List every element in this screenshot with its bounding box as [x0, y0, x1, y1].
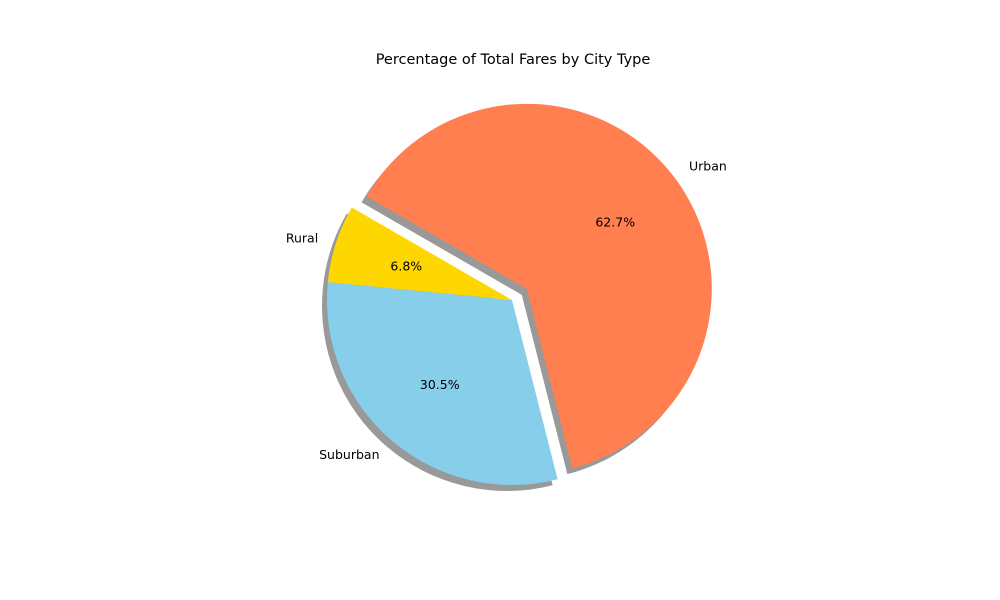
percent-label-rural: 6.8% — [390, 259, 422, 274]
slice-label-urban: Urban — [689, 158, 727, 173]
pie-labels: Rural 6.8% Suburban 30.5% Urban 62.7% — [286, 158, 727, 462]
percent-label-urban: 62.7% — [595, 214, 635, 229]
pie-slices — [327, 103, 712, 485]
pie-slice-urban — [366, 103, 712, 469]
slice-label-rural: Rural — [286, 230, 318, 245]
pie-slice-suburban — [327, 282, 558, 485]
chart-title: Percentage of Total Fares by City Type — [376, 52, 651, 68]
slice-label-suburban: Suburban — [319, 447, 379, 462]
percent-label-suburban: 30.5% — [420, 377, 460, 392]
pie-slice-rural — [327, 207, 512, 300]
